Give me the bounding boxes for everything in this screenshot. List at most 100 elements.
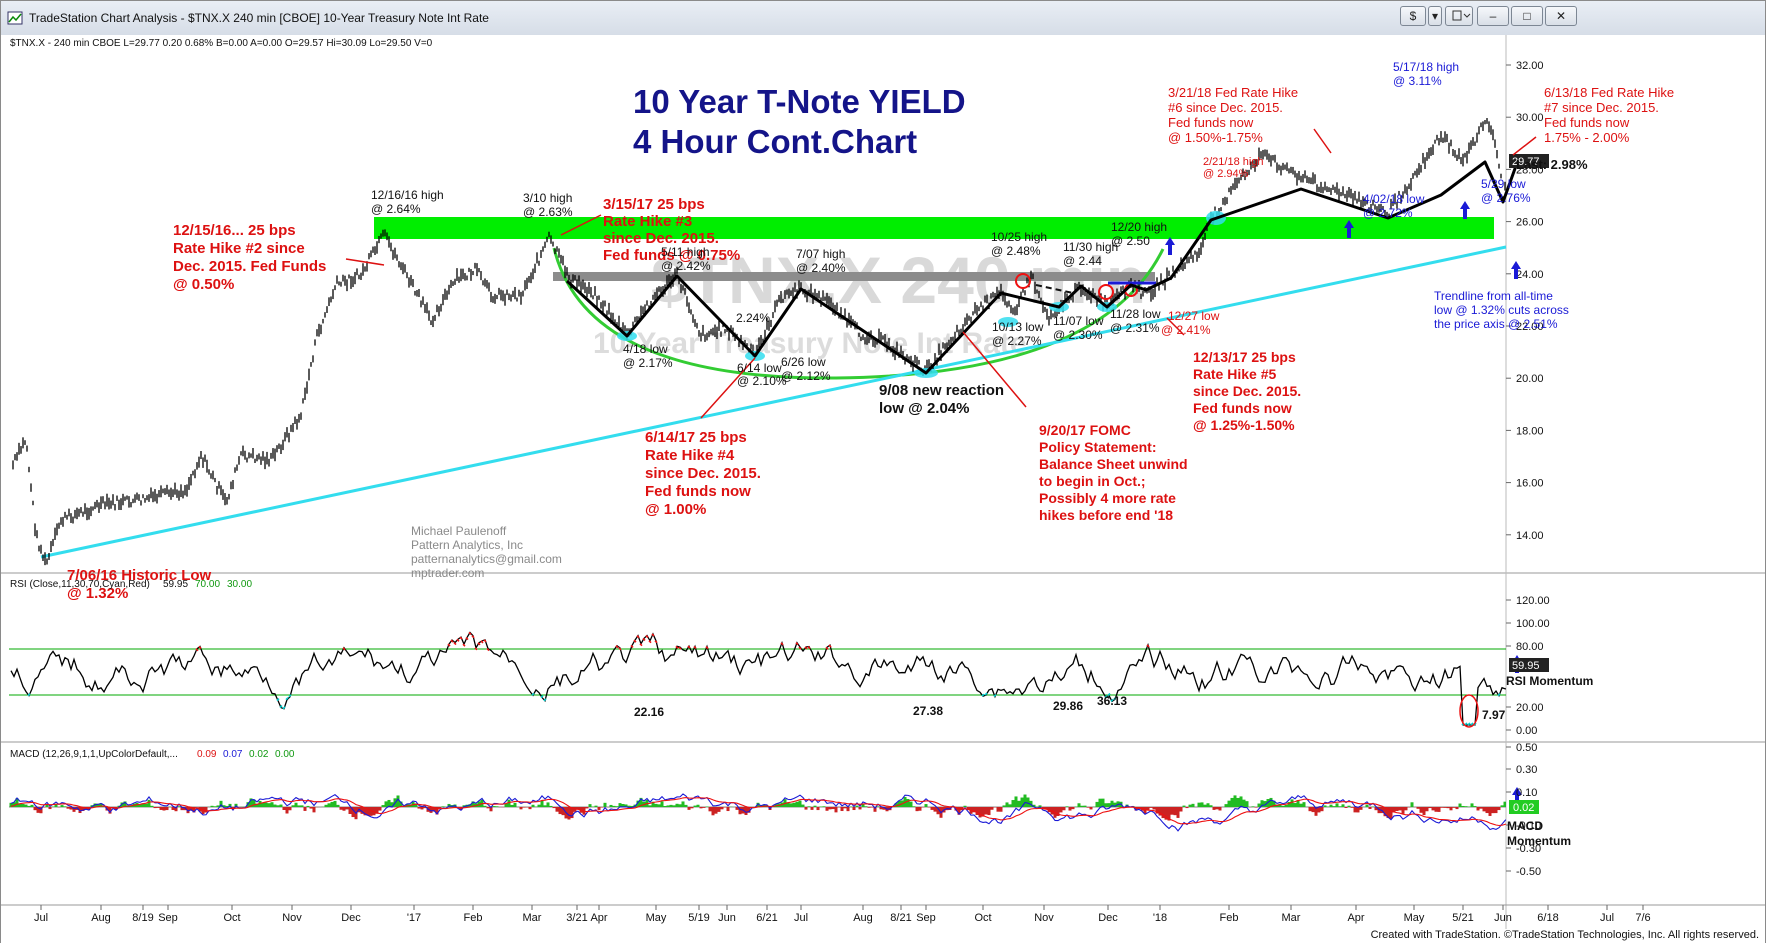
l-11-07-line2: @ 2.30%	[1053, 328, 1103, 342]
time-tick-label: Jul	[34, 912, 48, 924]
rounding-bottom-arc	[552, 247, 1165, 380]
author-company: Pattern Analytics, Inc	[411, 538, 523, 552]
time-tick-label: Jul	[1600, 912, 1614, 924]
h-7-07-line2: @ 2.40%	[796, 261, 846, 275]
hike6-line3: Fed funds now	[1168, 115, 1254, 130]
symbol-link-dropdown[interactable]: ▾	[1428, 6, 1442, 26]
time-tick-label: 6/18	[1537, 912, 1558, 924]
historic-low-line1: 7/06/16 Historic Low	[67, 567, 212, 584]
maximize-button[interactable]: □	[1511, 6, 1543, 26]
time-tick-label: Jul	[794, 912, 808, 924]
rsi-last-value: 59.95	[1512, 660, 1540, 672]
l-9-08-line1: 9/08 new reaction	[879, 382, 1004, 399]
trendline-note-line2: low @ 1.32% cuts across	[1434, 303, 1569, 317]
time-tick-label: Jun	[1494, 912, 1512, 924]
rsi-low-5: 7.97	[1482, 708, 1506, 722]
blue-annotations: 5/17/18 high @ 3.11% 4/02/18 low @ 2.72%…	[1363, 60, 1569, 331]
macd-value-3: 0.02	[249, 749, 269, 760]
time-tick-label: Dec	[1098, 912, 1118, 924]
h-5-11-line2: @ 2.42%	[661, 259, 711, 273]
rsi-value-1: 59.95	[163, 579, 188, 590]
macd-tick-label: -0.50	[1516, 866, 1541, 878]
h-5-17-line1: 5/17/18 high	[1393, 60, 1459, 74]
arrow-up-icon	[1344, 220, 1354, 238]
rsi-low-1: 22.16	[634, 705, 664, 719]
time-tick-label: Oct	[974, 912, 991, 924]
macd-last-value: 0.02	[1513, 802, 1534, 814]
time-tick-label: Sep	[916, 912, 936, 924]
l-10-13-line2: @ 2.27%	[992, 334, 1042, 348]
trendline-note-line3: the price axis @ 2.51%	[1434, 317, 1558, 331]
chevron-down-icon: ▾	[1431, 9, 1439, 23]
rsi-series	[10, 631, 1506, 726]
l-6-14-line2: @ 2.10%	[737, 374, 787, 388]
h-11-30-line2: @ 2.44	[1063, 254, 1102, 268]
macd-value-2: 0.07	[223, 749, 243, 760]
hike4-line5: @ 1.00%	[645, 501, 706, 518]
l-6-26-line1: 6/26 low	[781, 355, 826, 369]
rsi-tick-label: 80.00	[1516, 641, 1544, 653]
hike3-line2: Rate Hike #3	[603, 213, 692, 230]
time-tick-label: '18	[1153, 912, 1167, 924]
settings-button[interactable]	[1445, 6, 1473, 26]
time-tick-label: 7/6	[1635, 912, 1650, 924]
hike6-line2: #6 since Dec. 2015.	[1168, 100, 1283, 115]
minimize-icon: –	[1489, 9, 1497, 23]
hike5-line2: Rate Hike #5	[1193, 366, 1276, 382]
macd-tick-label: -0.30	[1516, 843, 1541, 855]
hike4-line2: Rate Hike #4	[645, 447, 735, 464]
support-band-gray	[553, 272, 1155, 281]
time-tick-label: Aug	[853, 912, 873, 924]
hike4-line3: since Dec. 2015.	[645, 465, 761, 482]
rsi-axis: 120.00 100.00 80.00 20.00 0.00	[1506, 595, 1550, 737]
chart-title-line2: 4 Hour Cont.Chart	[633, 123, 917, 160]
h-7-07-line1: 7/07 high	[796, 247, 845, 261]
arrow-up-icon	[1511, 261, 1521, 279]
hike2-line4: @ 0.50%	[173, 276, 234, 293]
rsi-value-2: 70.00	[195, 579, 220, 590]
hike5-line5: @ 1.25%-1.50%	[1193, 417, 1295, 433]
time-tick-label: Oct	[223, 912, 240, 924]
maximize-icon: □	[1523, 9, 1531, 23]
time-tick-label: Apr	[590, 912, 607, 924]
hike7-line1: 6/13/18 Fed Rate Hike	[1544, 85, 1674, 100]
time-tick-label: '17	[407, 912, 421, 924]
chart-area[interactable]: $TNX.X - 240 min CBOE L=29.77 0.20 0.68%…	[1, 35, 1765, 929]
macd-series	[9, 793, 1506, 832]
rsi-low-circle	[1459, 694, 1479, 728]
dollar-icon: $	[1409, 9, 1417, 23]
author-website: mptrader.com	[411, 566, 484, 580]
low-12-27-line1: 12/27 low	[1168, 309, 1220, 323]
low-12-27-line2: @ 2.41%	[1161, 323, 1211, 337]
time-tick-label: 8/21	[890, 912, 911, 924]
l-4-02-line1: 4/02/18 low	[1363, 192, 1425, 206]
chart-canvas[interactable]: $TNX.X - 240 min CBOE L=29.77 0.20 0.68%…	[1, 35, 1765, 929]
fomc-line1: 9/20/17 FOMC	[1039, 422, 1131, 438]
symbol-link-button[interactable]: $	[1400, 6, 1426, 26]
macd-label-line2: Momentum	[1507, 834, 1571, 848]
hike3-line4: Fed funds @ 0.75%	[603, 247, 740, 264]
l-4-02-line2: @ 2.72%	[1363, 206, 1413, 220]
time-tick-label: 6/21	[756, 912, 777, 924]
price-tick-label: 24.00	[1516, 269, 1544, 281]
price-tick-label: 18.00	[1516, 425, 1544, 437]
rsi-last-box	[1509, 658, 1549, 672]
macd-tick-label: 0.50	[1516, 742, 1537, 754]
arrow-up-icon	[1512, 787, 1522, 805]
last-yield-label: Last: 2.98%	[1516, 157, 1588, 172]
close-button[interactable]: ✕	[1545, 6, 1577, 26]
l-9-08-line2: low @ 2.04%	[879, 400, 970, 417]
rsi-tick-label: 20.00	[1516, 702, 1544, 714]
rsi-low-4: 36.13	[1097, 694, 1127, 708]
hike5-line4: Fed funds now	[1193, 400, 1292, 416]
hike3-line1: 3/15/17 25 bps	[603, 196, 705, 213]
hike4-line4: Fed funds now	[645, 483, 751, 500]
close-icon: ✕	[1555, 9, 1567, 23]
swing-zigzag	[565, 160, 1519, 375]
hike6-line4: @ 1.50%-1.75%	[1168, 130, 1263, 145]
time-tick-label: Aug	[91, 912, 111, 924]
macd-tick-label: -0.10	[1516, 820, 1541, 832]
h-12-16-line2: @ 2.64%	[371, 202, 421, 216]
minimize-button[interactable]: –	[1477, 6, 1509, 26]
fomc-line2: Policy Statement:	[1039, 439, 1156, 455]
